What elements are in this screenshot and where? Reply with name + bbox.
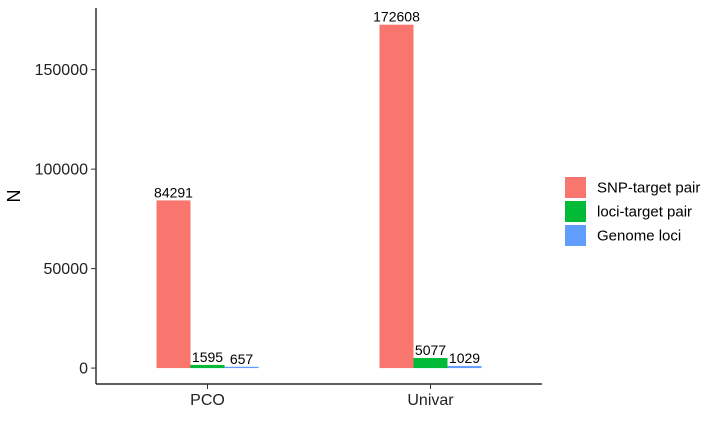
bars bbox=[156, 24, 482, 369]
y-tick-label: 150000 bbox=[35, 62, 88, 79]
data-label: 84291 bbox=[154, 184, 193, 200]
data-label: 1595 bbox=[192, 349, 223, 365]
y-tick-label: 50000 bbox=[44, 261, 89, 278]
x-tick-label: Univar bbox=[407, 392, 454, 409]
legend-swatch bbox=[565, 201, 586, 222]
x-tick-label: PCO bbox=[190, 392, 225, 409]
legend-label: SNP-target pair bbox=[597, 180, 700, 197]
legend-swatch bbox=[565, 225, 586, 246]
data-label: 5077 bbox=[415, 342, 446, 358]
legend-label: loci-target pair bbox=[597, 204, 692, 221]
bar-univar-0 bbox=[379, 24, 414, 369]
legend-label: Genome loci bbox=[597, 228, 681, 245]
legend-swatch bbox=[565, 177, 586, 198]
y-ticks: 0 50000 100000 150000 bbox=[35, 62, 96, 378]
bar-univar-2 bbox=[447, 366, 482, 369]
bar-pco-2 bbox=[224, 366, 259, 369]
legend: SNP-target pair loci-target pair Genome lo… bbox=[565, 177, 700, 246]
data-label: 172608 bbox=[373, 9, 420, 25]
data-label: 657 bbox=[230, 351, 254, 367]
y-tick-label: 100000 bbox=[35, 162, 88, 179]
bar-univar-1 bbox=[413, 357, 448, 369]
y-tick-label: 0 bbox=[79, 361, 88, 378]
y-axis-title: N bbox=[4, 190, 24, 203]
data-label: 1029 bbox=[449, 350, 480, 366]
bar-pco-0 bbox=[156, 200, 191, 369]
x-ticks: PCO Univar bbox=[190, 384, 454, 409]
bar-pco-1 bbox=[190, 364, 225, 369]
